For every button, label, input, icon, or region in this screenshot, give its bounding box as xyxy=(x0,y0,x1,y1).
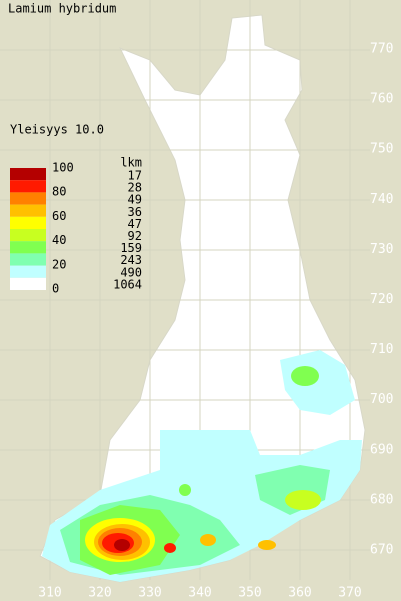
x-label: 310 xyxy=(38,586,61,601)
count-label: 36 xyxy=(128,205,142,219)
y-label: 710 xyxy=(370,342,393,357)
y-label: 690 xyxy=(370,442,393,457)
legend-swatch xyxy=(10,192,46,205)
count-label: 490 xyxy=(120,265,142,279)
y-label: 740 xyxy=(370,192,393,207)
y-label: 670 xyxy=(370,543,393,558)
scale-label: 100 xyxy=(52,161,74,175)
count-label: 159 xyxy=(120,241,142,255)
legend-swatch xyxy=(10,253,46,266)
count-label: 49 xyxy=(128,193,142,207)
scale-label: 20 xyxy=(52,257,66,271)
legend-swatch xyxy=(10,204,46,217)
y-label: 680 xyxy=(370,492,393,507)
legend-swatch xyxy=(10,180,46,193)
legend-swatch xyxy=(10,229,46,242)
x-label: 360 xyxy=(288,586,311,601)
x-label: 320 xyxy=(88,586,111,601)
y-label: 720 xyxy=(370,292,393,307)
y-label: 700 xyxy=(370,392,393,407)
y-label: 750 xyxy=(370,142,393,157)
y-label: 760 xyxy=(370,92,393,107)
x-label: 340 xyxy=(188,586,211,601)
x-label: 370 xyxy=(338,586,361,601)
count-label: 243 xyxy=(120,253,142,267)
distribution xyxy=(42,350,362,582)
legend-swatch xyxy=(10,168,46,181)
scale-label: 40 xyxy=(52,233,66,247)
legend-swatch xyxy=(10,265,46,278)
scale-label: 60 xyxy=(52,209,66,223)
x-label: 350 xyxy=(238,586,261,601)
count-label: 17 xyxy=(128,169,142,183)
scale-label: 80 xyxy=(52,185,66,199)
legend-swatch xyxy=(10,277,46,290)
y-label: 730 xyxy=(370,242,393,257)
count-label: 47 xyxy=(128,217,142,231)
count-label: 28 xyxy=(128,181,142,195)
count-label: 92 xyxy=(128,229,142,243)
title: Lamium hybridum xyxy=(8,2,116,16)
scale-label: 0 xyxy=(52,282,59,296)
axes: 770 760 750 740 730 720 710 700 690 680 670 310 320 3… xyxy=(38,42,393,601)
legend-swatch xyxy=(10,241,46,254)
x-label: 330 xyxy=(138,586,161,601)
count-header: lkm xyxy=(120,156,142,170)
count-label: 1064 xyxy=(113,277,142,291)
frequency: Yleisyys 10.0 xyxy=(10,123,104,137)
legend-swatch xyxy=(10,216,46,229)
y-label: 770 xyxy=(370,42,393,57)
